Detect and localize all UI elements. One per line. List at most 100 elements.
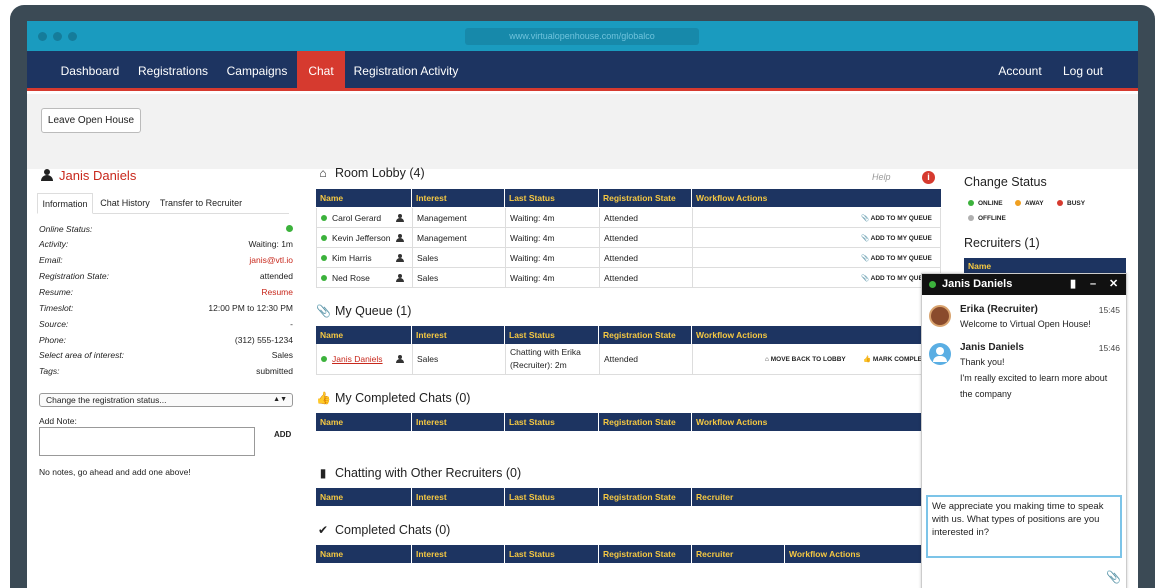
col-last-status[interactable]: Last Status bbox=[504, 488, 598, 506]
chat-title: Janis Daniels bbox=[942, 278, 1013, 290]
col-last-status[interactable]: Last Status bbox=[504, 189, 598, 207]
cell-interest: Sales bbox=[412, 268, 505, 287]
other-recruiters-title: ▮ Chatting with Other Recruiters (0) bbox=[316, 466, 522, 480]
add-to-my-queue-button[interactable]: 📎 ADD TO MY QUEUE bbox=[861, 274, 932, 282]
no-notes-text: No notes, go ahead and add one above! bbox=[39, 467, 191, 477]
paperclip-icon: 📎 bbox=[316, 304, 331, 318]
add-note-label: Add Note: bbox=[39, 416, 77, 426]
person-name[interactable]: Ned Rose bbox=[332, 272, 370, 283]
person-name[interactable]: Carol Gerard bbox=[332, 212, 382, 223]
person-name-heading: Janis Daniels bbox=[41, 168, 136, 183]
add-to-my-queue-button[interactable]: 📎 ADD TO MY QUEUE bbox=[861, 254, 932, 262]
resume-link[interactable]: Resume bbox=[261, 287, 293, 297]
nav-campaigns[interactable]: Campaigns bbox=[226, 64, 288, 78]
speech-bubble-icon: ▮ bbox=[319, 466, 327, 480]
status-offline[interactable]: OFFLINE bbox=[968, 215, 1006, 222]
table-row: Ned Rose Sales Waiting: 4m Attended 📎 ADD TO… bbox=[316, 268, 941, 288]
table-row: Janis Daniels Sales Chatting with Erika(… bbox=[316, 344, 941, 375]
col-registration-state[interactable]: Registration State bbox=[598, 413, 691, 431]
col-name[interactable]: Name bbox=[320, 417, 344, 427]
status-dot-icon bbox=[1057, 200, 1063, 206]
col-workflow-actions[interactable]: Workflow Actions bbox=[691, 413, 941, 431]
col-recruiter[interactable]: Recruiter bbox=[691, 488, 941, 506]
col-interest[interactable]: Interest bbox=[411, 545, 504, 563]
col-interest[interactable]: Interest bbox=[411, 413, 504, 431]
tab-transfer-to-recruiter[interactable]: Transfer to Recruiter bbox=[159, 198, 243, 208]
window-maximize-dot[interactable] bbox=[68, 32, 77, 41]
status-busy[interactable]: BUSY bbox=[1057, 200, 1085, 207]
cell-name: Ned Rose bbox=[317, 268, 412, 287]
cell-registration-state: Attended bbox=[599, 344, 692, 374]
person-link[interactable]: Janis Daniels bbox=[332, 354, 383, 364]
thumbs-up-icon: 👍 bbox=[316, 391, 331, 405]
url-bar[interactable]: www.virtualopenhouse.com/globalco bbox=[465, 28, 699, 45]
cell-workflow-actions: 📎 ADD TO MY QUEUE bbox=[692, 208, 940, 227]
user-icon bbox=[396, 233, 404, 242]
chat-header[interactable]: Janis Daniels ▮ – ✕ bbox=[922, 274, 1126, 295]
info-icon[interactable]: i bbox=[922, 171, 935, 184]
user-icon bbox=[396, 273, 404, 282]
add-to-my-queue-button[interactable]: 📎 ADD TO MY QUEUE bbox=[861, 234, 932, 242]
info-email: Email: janis@vtl.io bbox=[39, 255, 293, 265]
recruiters-table-header[interactable]: Name bbox=[964, 258, 1126, 274]
person-name[interactable]: Kevin Jefferson bbox=[332, 232, 391, 243]
nav-account[interactable]: Account bbox=[998, 64, 1042, 78]
nav-dashboard[interactable]: Dashboard bbox=[60, 64, 120, 78]
home-icon: ⌂ bbox=[765, 355, 771, 363]
user-icon bbox=[396, 355, 404, 363]
nav-registrations[interactable]: Registrations bbox=[137, 64, 209, 78]
tab-chat-history[interactable]: Chat History bbox=[100, 198, 150, 208]
change-status-title: Change Status bbox=[964, 175, 1047, 189]
chat-message: Janis Daniels 15:46 Thank you! I'm reall… bbox=[960, 342, 1120, 399]
nav-registration-activity[interactable]: Registration Activity bbox=[353, 64, 459, 78]
col-recruiter[interactable]: Recruiter bbox=[691, 545, 784, 563]
col-workflow-actions[interactable]: Workflow Actions bbox=[784, 545, 941, 563]
col-registration-state[interactable]: Registration State bbox=[598, 488, 691, 506]
paperclip-icon: 📎 bbox=[861, 234, 871, 242]
move-back-to-lobby-button[interactable]: ⌂ MOVE BACK TO LOBBY bbox=[765, 355, 846, 363]
col-last-status[interactable]: Last Status bbox=[504, 326, 598, 344]
close-icon[interactable]: ✕ bbox=[1109, 278, 1119, 290]
col-interest[interactable]: Interest bbox=[411, 189, 504, 207]
col-workflow-actions[interactable]: Workflow Actions bbox=[691, 326, 941, 344]
add-note-button[interactable]: ADD bbox=[274, 430, 292, 439]
col-name[interactable]: Name bbox=[320, 330, 344, 340]
status-online[interactable]: ONLINE bbox=[968, 200, 1003, 207]
col-registration-state[interactable]: Registration State bbox=[598, 545, 691, 563]
tab-information[interactable]: Information bbox=[37, 193, 93, 214]
registration-status-select[interactable]: Change the registration status... ▲▼ bbox=[39, 393, 293, 407]
nav-logout[interactable]: Log out bbox=[1062, 64, 1104, 78]
chat-input[interactable]: We appreciate you making time to speak w… bbox=[926, 495, 1122, 558]
add-to-my-queue-button[interactable]: 📎 ADD TO MY QUEUE bbox=[861, 214, 932, 222]
col-name[interactable]: Name bbox=[320, 492, 344, 502]
attach-paperclip-icon[interactable]: 📎 bbox=[1106, 570, 1121, 584]
col-name[interactable]: Name bbox=[320, 549, 344, 559]
leave-open-house-button[interactable]: Leave Open House bbox=[41, 108, 141, 133]
thumbs-up-icon: 👍 bbox=[863, 356, 873, 363]
minimize-icon[interactable]: – bbox=[1090, 278, 1097, 290]
col-registration-state[interactable]: Registration State bbox=[598, 326, 691, 344]
col-interest[interactable]: Interest bbox=[411, 488, 504, 506]
chat-transfer-icon[interactable]: ▮ bbox=[1070, 278, 1077, 290]
col-last-status[interactable]: Last Status bbox=[504, 545, 598, 563]
cell-workflow-actions: 📎 ADD TO MY QUEUE bbox=[692, 248, 940, 267]
note-textarea[interactable] bbox=[39, 427, 255, 456]
cell-interest: Management bbox=[412, 208, 505, 227]
col-workflow-actions[interactable]: Workflow Actions bbox=[691, 189, 941, 207]
cell-registration-state: Attended bbox=[599, 268, 692, 287]
cell-workflow-actions: 📎 ADD TO MY QUEUE bbox=[692, 268, 940, 287]
status-away[interactable]: AWAY bbox=[1015, 200, 1044, 207]
col-name[interactable]: Name bbox=[320, 193, 344, 203]
col-registration-state[interactable]: Registration State bbox=[598, 189, 691, 207]
person-name[interactable]: Kim Harris bbox=[332, 252, 372, 263]
info-activity: Activity: Waiting: 1m bbox=[39, 239, 293, 249]
nav-chat[interactable]: Chat bbox=[297, 51, 345, 91]
window-minimize-dot[interactable] bbox=[53, 32, 62, 41]
main-nav: Dashboard Registrations Campaigns Chat R… bbox=[27, 51, 1138, 91]
col-interest[interactable]: Interest bbox=[411, 326, 504, 344]
mark-complete-button[interactable]: 👍 MARK COMPLETE bbox=[863, 356, 931, 363]
help-link[interactable]: Help bbox=[872, 172, 891, 182]
col-last-status[interactable]: Last Status bbox=[504, 413, 598, 431]
window-close-dot[interactable] bbox=[38, 32, 47, 41]
email-link[interactable]: janis@vtl.io bbox=[249, 255, 293, 265]
